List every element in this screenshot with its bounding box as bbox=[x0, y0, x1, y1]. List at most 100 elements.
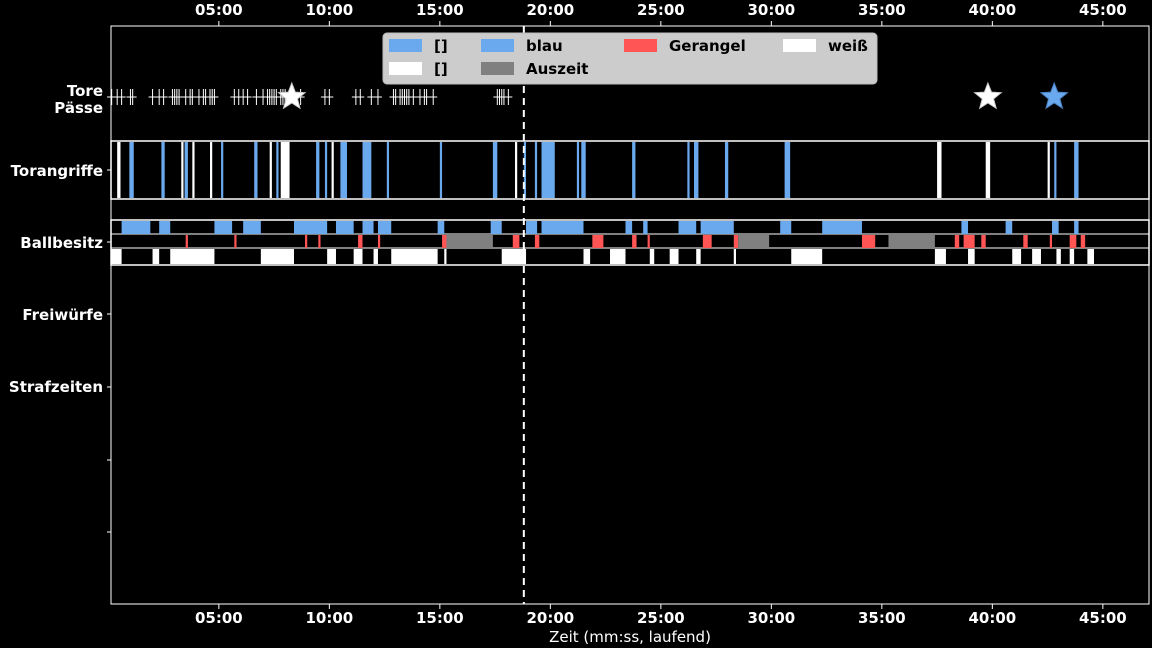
attack-blau-bar bbox=[576, 142, 580, 198]
possession-weiss-bar bbox=[152, 249, 160, 264]
x-tick-label-bottom: 30:00 bbox=[747, 609, 795, 627]
possession-weiss-bar bbox=[327, 249, 336, 264]
attack-blau-bar bbox=[386, 142, 390, 198]
attack-blau-bar bbox=[439, 142, 443, 198]
possession-weiss-bar bbox=[1012, 249, 1022, 264]
attack-blau-bar bbox=[724, 142, 729, 198]
x-tick-label-top: 20:00 bbox=[526, 1, 574, 19]
possession-blau-bar bbox=[713, 221, 734, 234]
possession-gerangel-bar bbox=[234, 235, 237, 248]
possession-auszeit-bar bbox=[738, 235, 770, 248]
attack-weiss-bar bbox=[937, 142, 942, 198]
possession-blau-bar bbox=[526, 221, 538, 234]
goal-weiss-star bbox=[973, 81, 1003, 110]
possession-gerangel-bar bbox=[963, 235, 975, 248]
x-tick-label-bottom: 10:00 bbox=[305, 609, 353, 627]
attack-blau-bar bbox=[541, 142, 555, 198]
attack-blau-bar bbox=[340, 142, 348, 198]
possession-gerangel-bar bbox=[592, 235, 604, 248]
legend-swatch bbox=[389, 39, 422, 52]
possession-gerangel-bar bbox=[647, 235, 650, 248]
possession-weiss-bar bbox=[791, 249, 823, 264]
row-label-strafzeiten: Strafzeiten bbox=[9, 378, 103, 396]
attack-bars bbox=[117, 142, 1079, 198]
possession-weiss-bar bbox=[934, 249, 946, 264]
possession-blau-bar bbox=[643, 221, 648, 234]
legend-label: blau bbox=[526, 37, 563, 55]
attack-weiss-bar bbox=[1047, 142, 1050, 198]
attack-blau-bar bbox=[492, 142, 498, 198]
attack-blau-bar bbox=[581, 142, 586, 198]
possession-gerangel-bar bbox=[377, 235, 381, 248]
possession-gerangel-bar bbox=[1069, 235, 1077, 248]
possession-blau-bar bbox=[490, 221, 502, 234]
legend-swatch bbox=[389, 62, 422, 75]
possession-auszeit-bar bbox=[888, 235, 935, 248]
attack-blau-bar bbox=[1054, 142, 1057, 198]
possession-gerangel-bar bbox=[512, 235, 520, 248]
legend-swatch bbox=[783, 39, 816, 52]
row-label-torangriffe: Torangriffe bbox=[11, 162, 103, 180]
spacer-band bbox=[110, 198, 1150, 221]
possession-blau-bar bbox=[541, 221, 584, 234]
attack-blau-bar bbox=[221, 142, 224, 198]
possession-auszeit-bar bbox=[446, 235, 493, 248]
possession-gerangel-bar bbox=[1023, 235, 1028, 248]
possession-gerangel-bar bbox=[733, 235, 739, 248]
possession-weiss-bar bbox=[353, 249, 363, 264]
possession-weiss-bar bbox=[583, 249, 591, 264]
possession-blau-bar bbox=[700, 221, 717, 234]
pass-markers bbox=[107, 89, 513, 105]
possession-blau-bar bbox=[437, 221, 445, 234]
possession-blau-bar bbox=[159, 221, 171, 234]
possession-weiss-bar bbox=[696, 249, 701, 264]
attack-blau-bar bbox=[784, 142, 791, 198]
possession-blau-bar bbox=[362, 221, 374, 234]
x-tick-label-top: 10:00 bbox=[305, 1, 353, 19]
attack-blau-bar bbox=[523, 142, 527, 198]
x-tick-label-top: 05:00 bbox=[195, 1, 243, 19]
possession-weiss-bar bbox=[1069, 249, 1075, 264]
possession-gerangel-bar bbox=[185, 235, 188, 248]
legend-swatch bbox=[624, 39, 657, 52]
possession-weiss-bar bbox=[1087, 249, 1095, 264]
attack-weiss-bar bbox=[985, 142, 991, 198]
possession-bars bbox=[110, 221, 1095, 264]
possession-blau-bar bbox=[214, 221, 233, 234]
possession-gerangel-bar bbox=[702, 235, 712, 248]
attack-blau-bar bbox=[534, 142, 538, 198]
attack-weiss-bar bbox=[280, 142, 290, 198]
x-tick-label-bottom: 40:00 bbox=[968, 609, 1016, 627]
x-tick-label-top: 15:00 bbox=[416, 1, 464, 19]
legend-swatch bbox=[481, 39, 514, 52]
possession-blau-bar bbox=[293, 221, 328, 234]
possession-weiss-bar bbox=[391, 249, 438, 264]
x-tick-label-bottom: 15:00 bbox=[416, 609, 464, 627]
x-tick-label-top: 35:00 bbox=[858, 1, 906, 19]
torangriffe-band bbox=[110, 140, 1150, 200]
possession-gerangel-bar bbox=[861, 235, 876, 248]
attack-blau-bar bbox=[324, 142, 328, 198]
x-tick-label-top: 30:00 bbox=[747, 1, 795, 19]
x-axis-ticks: 05:00 05:00 10:00 10:00 15:00 15:00 20:00 20:00… bbox=[195, 1, 1127, 627]
goal-markers bbox=[277, 81, 1069, 110]
plot-frame bbox=[110, 25, 1150, 605]
attack-blau-bar bbox=[129, 142, 134, 198]
possession-gerangel-bar bbox=[981, 235, 986, 248]
row-label-paesse: Pässe bbox=[54, 99, 103, 117]
legend-label: [] bbox=[434, 60, 448, 78]
possession-blau-bar bbox=[335, 221, 354, 234]
legend-label: Gerangel bbox=[669, 37, 746, 55]
goal-blau-star bbox=[1039, 81, 1069, 110]
possession-weiss-bar bbox=[444, 249, 447, 264]
possession-blau-bar bbox=[1074, 221, 1079, 234]
legend-label: Auszeit bbox=[526, 60, 588, 78]
row-bands bbox=[110, 140, 1150, 266]
attack-blau-bar bbox=[184, 142, 188, 198]
possession-gerangel-bar bbox=[442, 235, 447, 248]
row-label-ballbesitz: Ballbesitz bbox=[20, 234, 103, 252]
possession-gerangel-bar bbox=[1049, 235, 1053, 248]
attack-blau-bar bbox=[276, 142, 279, 198]
possession-blau-bar bbox=[121, 221, 151, 234]
